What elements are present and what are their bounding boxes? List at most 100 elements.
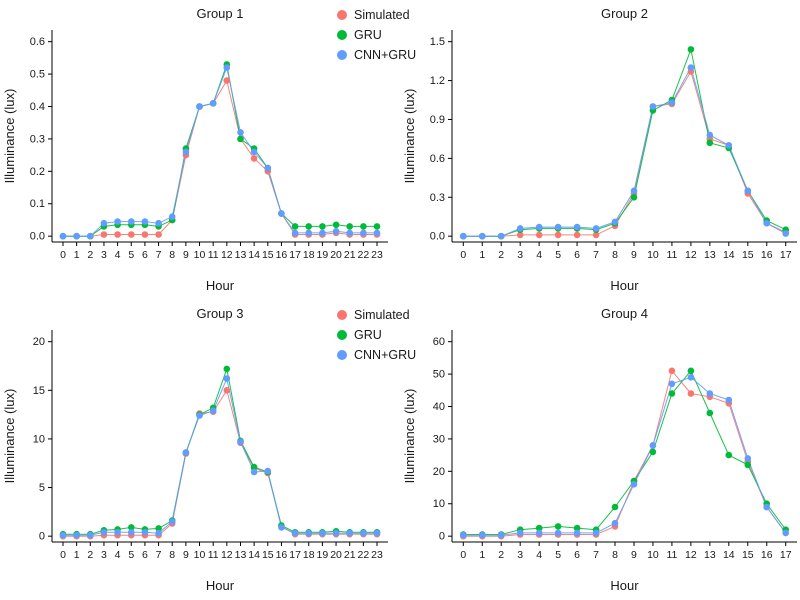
svg-text:12: 12 [685,249,697,261]
svg-text:5: 5 [39,482,45,494]
svg-text:17: 17 [289,549,301,561]
svg-text:14: 14 [723,549,735,561]
svg-text:17: 17 [780,249,792,261]
svg-text:0.3: 0.3 [430,192,445,204]
legend-swatch-simulated-icon [337,10,347,20]
svg-text:Illuminance (lux): Illuminance (lux) [2,89,17,184]
legend-swatch-cnn-gru-icon [337,50,347,60]
svg-text:23: 23 [371,549,383,561]
panel-group-2: 0.0 0.3 0.6 0.9 1.2 1.5 0 1 2 3 4 5 6 7 8 9 10 11 12 13 14 15… [400,0,800,300]
panel-group-4: 0 10 20 30 40 50 60 0 1 2 3 4 5 6 7 8 9 10 11 12 13 14 15 16 17 H… [400,300,800,600]
svg-text:3: 3 [101,549,107,561]
svg-text:21: 21 [344,549,356,561]
svg-text:0: 0 [460,249,466,261]
svg-text:15: 15 [33,385,45,397]
svg-text:15: 15 [262,249,274,261]
svg-text:1: 1 [479,549,485,561]
svg-text:Hour: Hour [206,278,235,293]
svg-text:14: 14 [723,249,735,261]
svg-text:30: 30 [433,433,445,445]
svg-text:16: 16 [761,549,773,561]
svg-text:8: 8 [169,249,175,261]
svg-text:13: 13 [704,249,716,261]
svg-text:21: 21 [344,249,356,261]
legend-label-gru: GRU [354,328,382,342]
svg-text:0: 0 [460,549,466,561]
svg-text:15: 15 [742,249,754,261]
svg-text:Illuminance (lux): Illuminance (lux) [2,389,17,484]
legend-item-gru: GRU [337,28,416,42]
svg-text:1: 1 [74,249,80,261]
svg-text:4: 4 [536,549,542,561]
svg-text:4: 4 [115,249,121,261]
svg-text:18: 18 [303,249,315,261]
legend-label-simulated: Simulated [354,8,410,22]
svg-text:8: 8 [612,249,618,261]
svg-text:9: 9 [631,549,637,561]
panel-group-1: 0.0 0.1 0.2 0.3 0.4 0.5 0.6 0 1 2 3 4 5 6 7 8 9 10 11 12 13 1… [0,0,400,300]
legend-label-gru: GRU [354,28,382,42]
svg-text:Hour: Hour [610,578,639,593]
svg-text:7: 7 [593,249,599,261]
svg-text:1.5: 1.5 [430,36,445,48]
svg-text:12: 12 [221,249,233,261]
svg-text:14: 14 [248,549,260,561]
svg-text:22: 22 [358,249,370,261]
svg-text:5: 5 [555,249,561,261]
svg-text:7: 7 [156,549,162,561]
chart-title-group-2: Group 2 [601,6,648,21]
svg-text:16: 16 [276,249,288,261]
svg-text:10: 10 [647,249,659,261]
svg-text:1: 1 [74,549,80,561]
chart-title-group-4: Group 4 [601,306,648,321]
legend-item-cnn-gru: CNN+GRU [337,348,416,362]
svg-text:22: 22 [358,549,370,561]
svg-text:11: 11 [666,249,677,261]
svg-text:5: 5 [555,549,561,561]
legend-item-gru: GRU [337,328,416,342]
svg-text:0.0: 0.0 [30,231,45,243]
svg-text:0.9: 0.9 [430,114,445,126]
chart-group-1: 0.00.10.20.30.40.50.60 1 2 3 4 5 6 7 8 9 10 11 12 13 1… [2,30,388,293]
svg-text:20: 20 [330,549,342,561]
svg-text:14: 14 [248,249,260,261]
legend-row-top: Simulated GRU CNN+GRU [337,8,416,68]
svg-text:1.2: 1.2 [430,75,445,87]
svg-text:0.2: 0.2 [30,166,45,178]
svg-text:5: 5 [128,549,134,561]
svg-text:50: 50 [433,369,445,381]
svg-text:20: 20 [433,466,445,478]
chart-title-group-1: Group 1 [196,6,244,21]
svg-text:5: 5 [128,249,134,261]
svg-text:9: 9 [183,249,189,261]
svg-text:4: 4 [536,249,542,261]
legend-label-cnn-gru: CNN+GRU [354,48,417,62]
svg-text:1: 1 [479,249,485,261]
svg-text:19: 19 [317,249,329,261]
svg-text:9: 9 [183,549,189,561]
svg-text:Hour: Hour [610,278,639,293]
svg-text:18: 18 [303,549,315,561]
svg-text:20: 20 [33,336,45,348]
svg-text:0.5: 0.5 [30,69,45,81]
svg-text:0: 0 [439,531,445,543]
svg-text:23: 23 [371,249,383,261]
svg-text:13: 13 [704,549,716,561]
svg-text:20: 20 [330,249,342,261]
svg-text:12: 12 [221,549,233,561]
svg-text:15: 15 [742,549,754,561]
svg-text:0.6: 0.6 [30,36,45,48]
svg-text:10: 10 [194,549,206,561]
svg-text:16: 16 [276,549,288,561]
legend-swatch-gru-icon [337,30,347,40]
svg-text:11: 11 [666,549,677,561]
svg-text:16: 16 [761,249,773,261]
svg-text:0.4: 0.4 [30,101,45,113]
legend-label-simulated: Simulated [354,308,410,322]
chart-title-group-3: Group 3 [196,306,244,321]
svg-text:10: 10 [194,249,206,261]
chart-group-2: 0.00.30.60.91.21.50 1 2 3 4 5 6 7 8 9 10 11 12 13 14 15… [402,30,797,293]
